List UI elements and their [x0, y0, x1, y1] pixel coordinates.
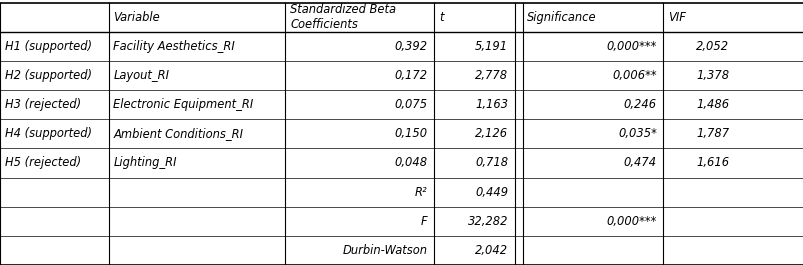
Text: Facility Aesthetics_RI: Facility Aesthetics_RI [113, 40, 234, 53]
Text: H5 (rejected): H5 (rejected) [5, 156, 81, 170]
Text: 0,474: 0,474 [623, 156, 656, 170]
Text: 1,378: 1,378 [695, 69, 728, 82]
Text: 0,035*: 0,035* [618, 127, 656, 140]
Text: Durbin-Watson: Durbin-Watson [342, 244, 427, 257]
Text: Ambient Conditions_RI: Ambient Conditions_RI [113, 127, 243, 140]
Text: H1 (supported): H1 (supported) [5, 40, 92, 53]
Text: 1,486: 1,486 [695, 98, 728, 111]
Text: H2 (supported): H2 (supported) [5, 69, 92, 82]
Text: H3 (rejected): H3 (rejected) [5, 98, 81, 111]
Text: t: t [438, 11, 443, 24]
Text: F: F [421, 215, 427, 228]
Text: 2,052: 2,052 [695, 40, 728, 53]
Text: 0,392: 0,392 [394, 40, 427, 53]
Text: Layout_RI: Layout_RI [113, 69, 169, 82]
Text: 0,718: 0,718 [475, 156, 507, 170]
Text: H4 (supported): H4 (supported) [5, 127, 92, 140]
Text: 0,150: 0,150 [394, 127, 427, 140]
Text: 2,778: 2,778 [475, 69, 507, 82]
Text: 0,048: 0,048 [394, 156, 427, 170]
Text: 0,000***: 0,000*** [605, 215, 656, 228]
Text: 0,172: 0,172 [394, 69, 427, 82]
Text: 0,000***: 0,000*** [605, 40, 656, 53]
Text: 1,787: 1,787 [695, 127, 728, 140]
Text: 0,075: 0,075 [394, 98, 427, 111]
Text: Standardized Beta
Coefficients: Standardized Beta Coefficients [290, 3, 396, 31]
Text: 2,126: 2,126 [475, 127, 507, 140]
Text: VIF: VIF [667, 11, 685, 24]
Text: Electronic Equipment_RI: Electronic Equipment_RI [113, 98, 253, 111]
Text: R²: R² [414, 186, 427, 199]
Text: 0,246: 0,246 [623, 98, 656, 111]
Text: 1,163: 1,163 [475, 98, 507, 111]
Text: Significance: Significance [527, 11, 597, 24]
Text: 2,042: 2,042 [475, 244, 507, 257]
Text: 5,191: 5,191 [475, 40, 507, 53]
Text: 0,006**: 0,006** [611, 69, 656, 82]
Text: 32,282: 32,282 [467, 215, 507, 228]
Text: Variable: Variable [113, 11, 160, 24]
Text: 0,449: 0,449 [475, 186, 507, 199]
Text: Lighting_RI: Lighting_RI [113, 156, 177, 170]
Text: 1,616: 1,616 [695, 156, 728, 170]
